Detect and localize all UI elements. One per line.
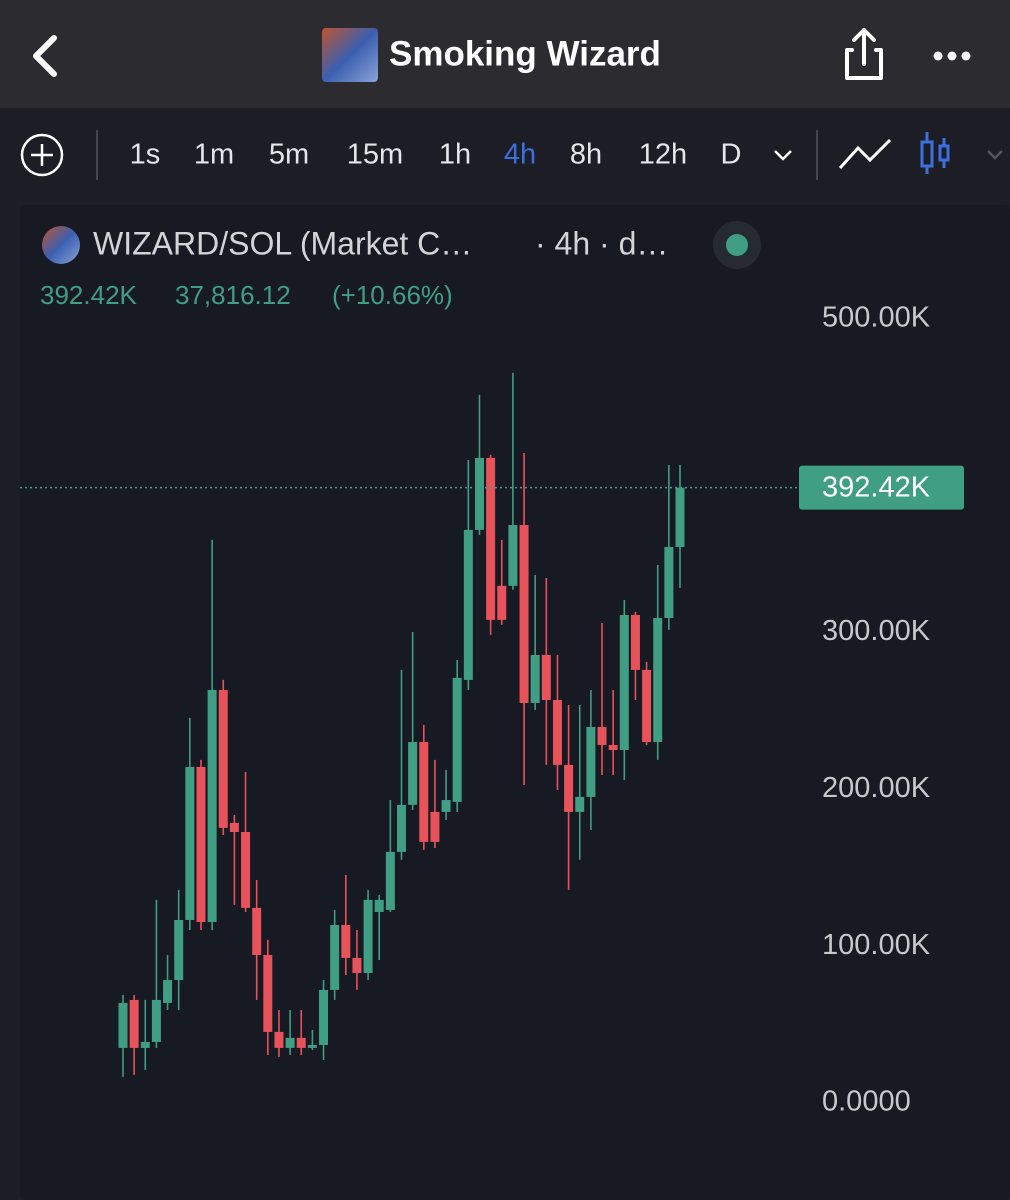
timeframe-button[interactable]: 12h (639, 139, 687, 171)
top-bar (0, 0, 1010, 108)
timeframe-button[interactable]: 1s (130, 139, 161, 171)
candle-body (129, 999, 139, 1048)
interval-label: · 4h · d… (535, 225, 668, 261)
candle-body (486, 457, 496, 620)
timeframe-button[interactable]: 4h (504, 139, 536, 171)
candle-body (653, 617, 663, 743)
candle-body (285, 1037, 295, 1048)
status-dot (726, 234, 748, 256)
y-tick-label: 100.00K (822, 929, 931, 961)
timeframe-button[interactable]: 1h (439, 139, 471, 171)
candle-body (307, 1044, 317, 1048)
candle-body (252, 907, 262, 955)
y-tick-label: 0.0000 (822, 1086, 911, 1118)
candle-body (419, 742, 429, 842)
pair-label: WIZARD/SOL (Market C… (93, 225, 472, 261)
candle-body (319, 989, 329, 1045)
candle-body (664, 546, 674, 618)
candle-body (341, 924, 351, 958)
candle-body (463, 529, 473, 680)
timeframe-button[interactable]: 5m (269, 139, 309, 171)
candle-body (408, 742, 418, 805)
toolbar (0, 108, 1010, 198)
candle-body (552, 699, 562, 765)
candle-body (296, 1037, 306, 1048)
candle-body (541, 654, 551, 700)
candle-body (241, 832, 251, 908)
candle-body (174, 919, 184, 981)
last-price-badge (799, 465, 964, 510)
candle-body (586, 726, 596, 797)
timeframe-button[interactable]: 8h (570, 139, 602, 171)
candle-body (363, 899, 373, 973)
timeframe-button[interactable]: 15m (347, 139, 403, 171)
timeframe-button[interactable]: 1m (194, 139, 234, 171)
candle-body (642, 669, 652, 743)
candle-body (140, 1041, 150, 1048)
candle-body (151, 999, 161, 1042)
candle-body (385, 851, 395, 910)
candle-body (163, 980, 173, 1003)
candle-body (508, 525, 518, 586)
legend-change: 37,816.12 (175, 280, 291, 310)
candle-body (630, 615, 640, 670)
candle-body (218, 689, 228, 828)
candle-body (352, 957, 362, 973)
y-tick-label: 300.00K (822, 615, 931, 647)
share-button[interactable] (845, 28, 883, 80)
add-indicator-button[interactable] (20, 133, 64, 177)
more-button[interactable] (933, 51, 971, 61)
page-title: Smoking Wizard (389, 34, 661, 73)
chart-panel (20, 205, 1010, 1200)
pair-avatar (42, 226, 80, 264)
candle-body (397, 804, 406, 852)
candle-body (263, 954, 273, 1032)
candle-body (196, 766, 206, 923)
candle-body (497, 585, 507, 620)
candle-body (118, 1002, 128, 1048)
last-price-label: 392.42K (822, 471, 931, 503)
candle-body (274, 1031, 284, 1048)
line-chart-button[interactable] (838, 138, 892, 170)
candle-body (608, 744, 618, 751)
chart-type-dropdown[interactable] (987, 150, 1003, 160)
token-avatar (322, 28, 378, 82)
candle-body (207, 689, 217, 923)
y-tick-label: 200.00K (822, 772, 931, 804)
candle-body (441, 800, 451, 812)
candle-body (474, 457, 484, 530)
candle-body (564, 764, 574, 812)
candle-body (452, 677, 462, 802)
back-button[interactable] (33, 35, 57, 77)
candle-body (619, 615, 629, 751)
legend-change-pct: (+10.66%) (332, 280, 453, 310)
candle-body (430, 811, 440, 842)
timeframe-group: 1s 1m 5m 15m 1h 4h 8h 12h D (130, 139, 742, 171)
candle-body (185, 766, 195, 920)
candle-body (575, 796, 585, 812)
candle-body (675, 487, 685, 547)
candle-body (597, 726, 607, 745)
candle-body (530, 654, 540, 703)
timeframe-dropdown[interactable] (774, 150, 792, 161)
candle-chart-button[interactable] (920, 132, 950, 174)
candle-body (330, 924, 340, 990)
candle-body (519, 525, 529, 703)
timeframe-button[interactable]: D (721, 139, 742, 171)
candle-body (374, 899, 384, 912)
plot: 0.0000 100.00K 200.00K 300.00K 500.00K 392.42… (20, 302, 964, 1118)
y-tick-label: 500.00K (822, 302, 931, 334)
legend-price: 392.42K (40, 280, 138, 310)
candle-body (229, 822, 239, 833)
